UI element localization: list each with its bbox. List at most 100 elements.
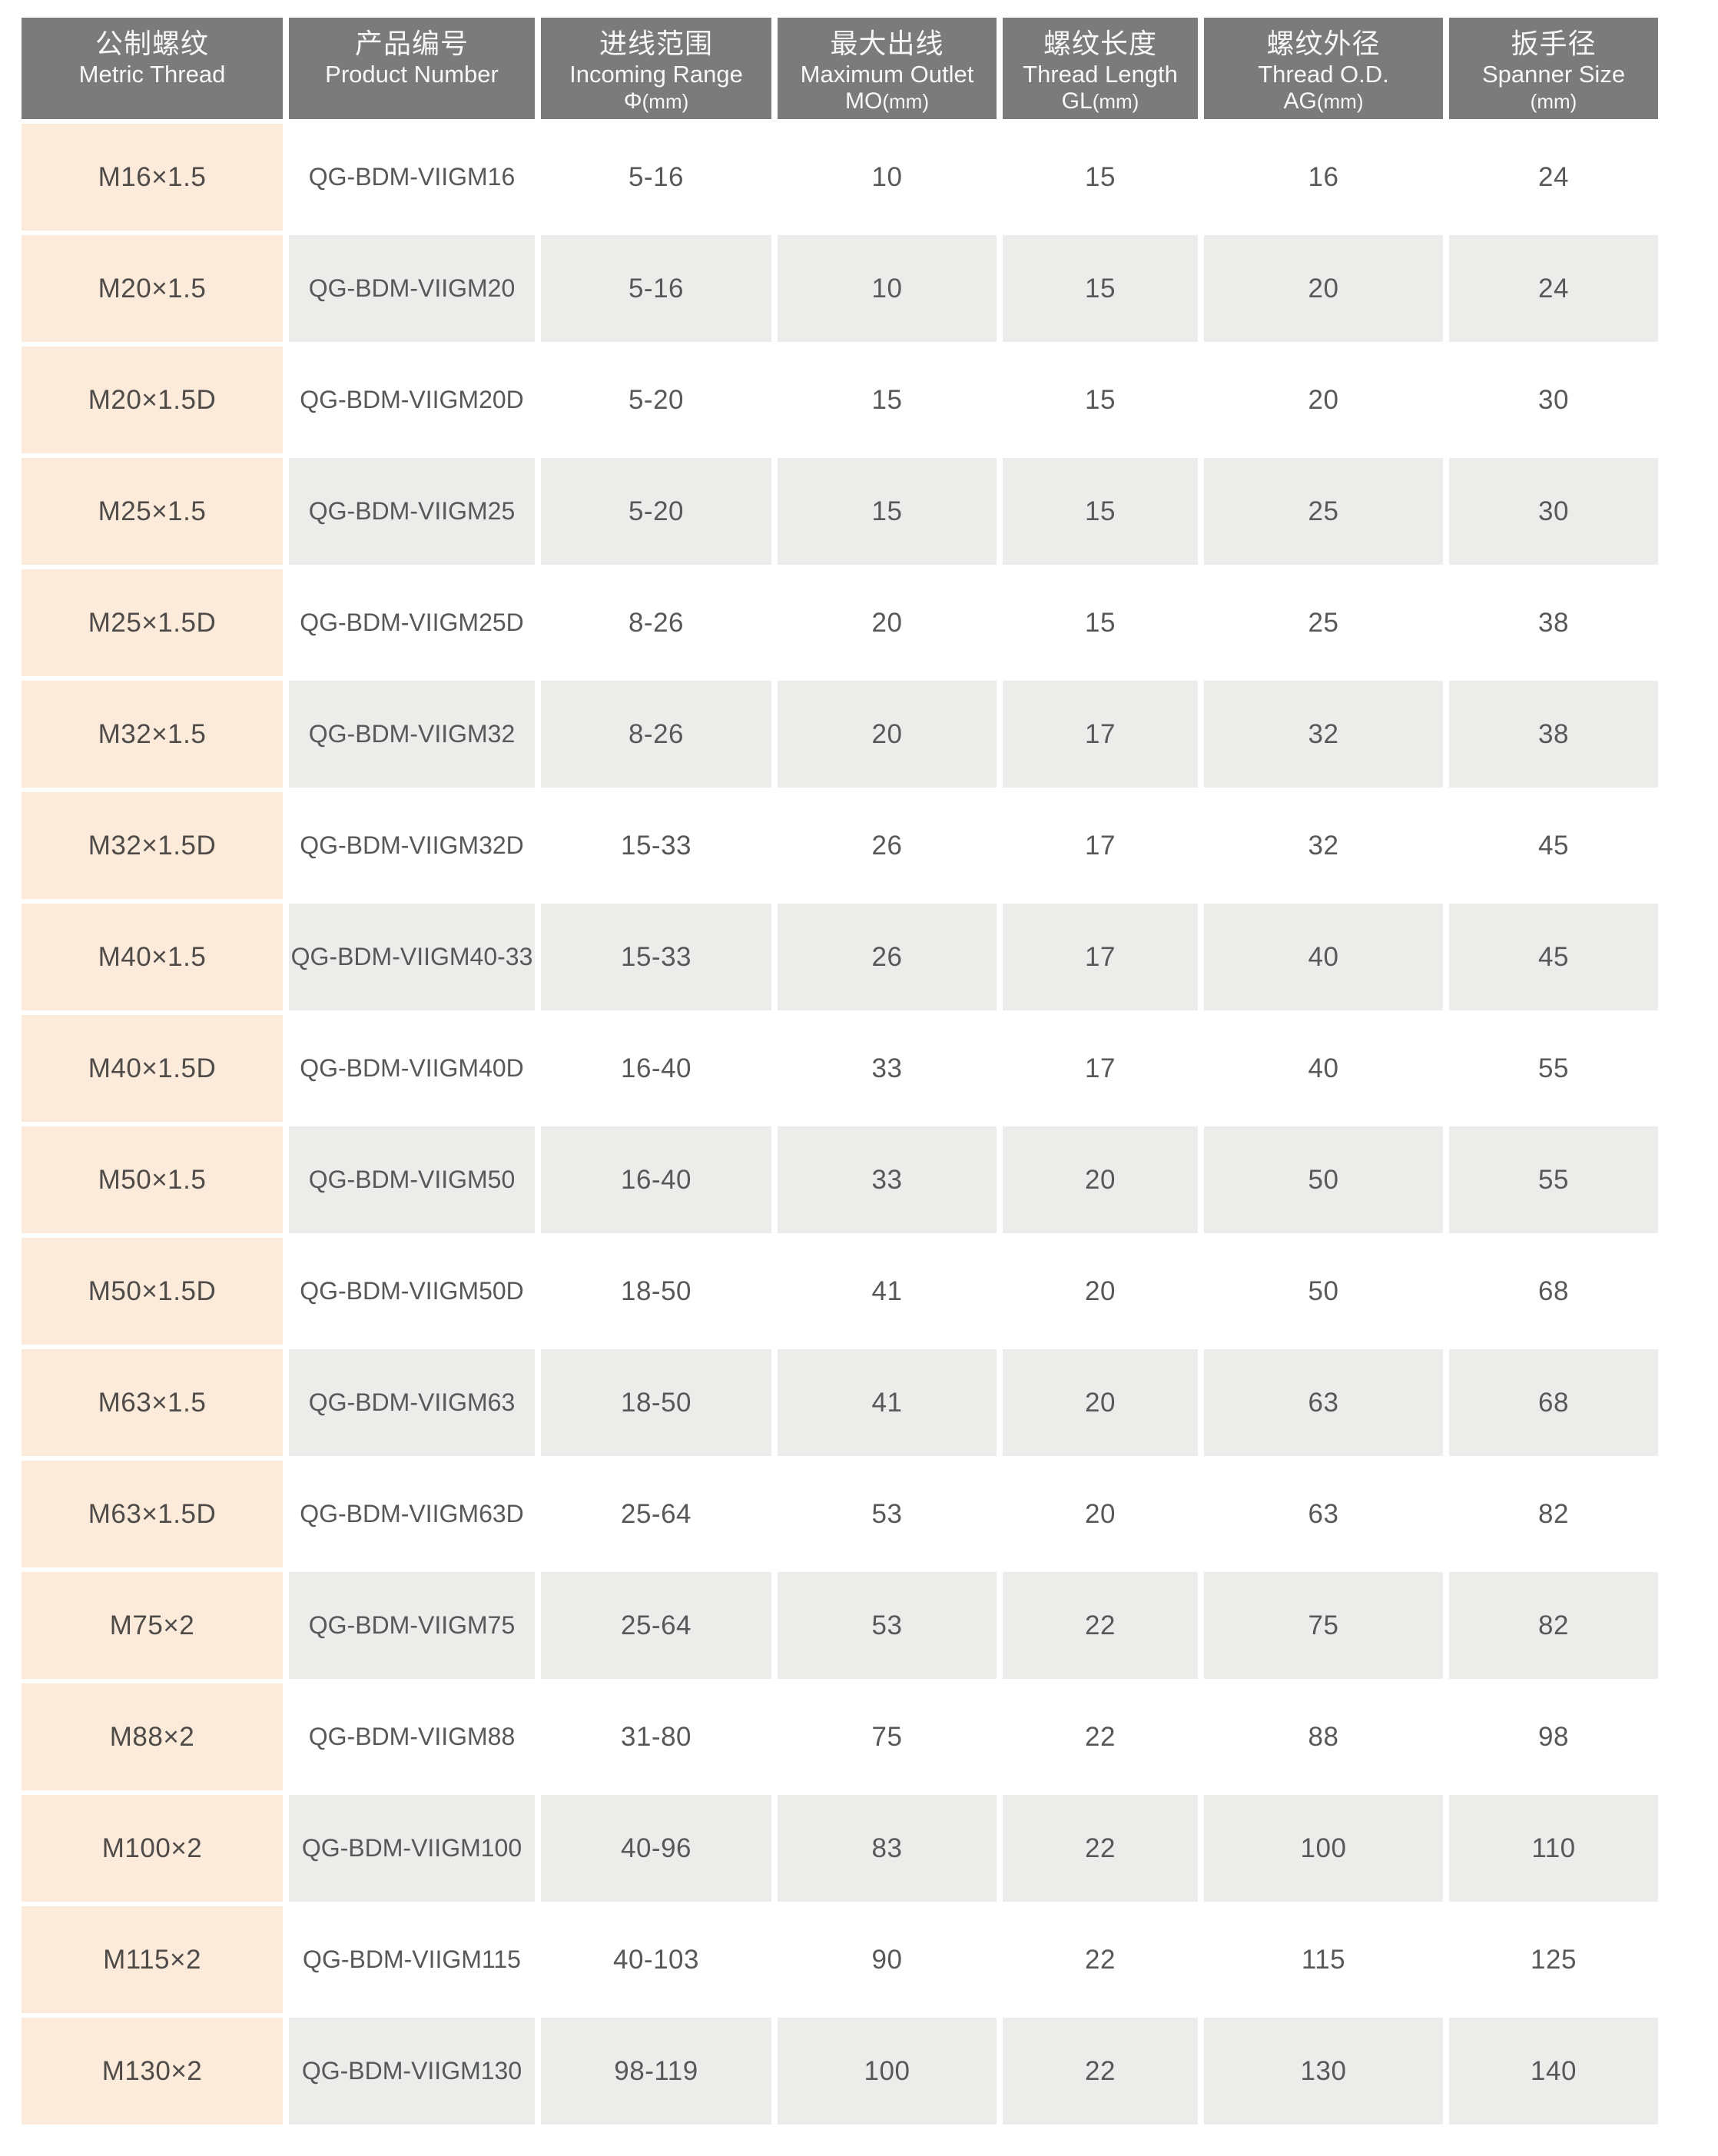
metric-thread-cell: M40×1.5 xyxy=(22,904,283,1010)
spanner-size-cell: 125 xyxy=(1449,1906,1658,2013)
header-maximum-outlet: 最大出线 Maximum Outlet MO(mm) xyxy=(778,18,997,119)
metric-thread-cell: M20×1.5 xyxy=(22,235,283,342)
max-outlet-cell: 83 xyxy=(778,1795,997,1902)
metric-thread-cell: M32×1.5 xyxy=(22,681,283,788)
header-zh-label: 扳手径 xyxy=(1511,28,1597,59)
spanner-size-cell: 82 xyxy=(1449,1461,1658,1567)
header-unit-mm: (mm) xyxy=(1530,90,1577,113)
thread-length-cell: 15 xyxy=(1003,347,1198,453)
incoming-range-cell: 18-50 xyxy=(541,1238,771,1345)
product-number-cell: QG-BDM-VIIGM50D xyxy=(289,1238,535,1345)
product-number-cell: QG-BDM-VIIGM63 xyxy=(289,1349,535,1456)
thread-od-cell: 50 xyxy=(1204,1238,1443,1345)
thread-od-cell: 16 xyxy=(1204,124,1443,231)
incoming-range-cell: 16-40 xyxy=(541,1126,771,1233)
metric-thread-cell: M115×2 xyxy=(22,1906,283,2013)
thread-length-cell: 15 xyxy=(1003,235,1198,342)
table-row: M88×2 QG-BDM-VIIGM88 31-80 75 22 88 98 xyxy=(22,1683,1658,1790)
table-row: M115×2 QG-BDM-VIIGM115 40-103 90 22 115 125 xyxy=(22,1906,1658,2013)
header-product-number: 产品编号 Product Number xyxy=(289,18,535,119)
max-outlet-cell: 53 xyxy=(778,1461,997,1567)
product-number-cell: QG-BDM-VIIGM50 xyxy=(289,1126,535,1233)
metric-thread-cell: M16×1.5 xyxy=(22,124,283,231)
incoming-range-cell: 5-16 xyxy=(541,235,771,342)
table-row: M63×1.5D QG-BDM-VIIGM63D 25-64 53 20 63 82 xyxy=(22,1461,1658,1567)
header-en-label: Incoming Range xyxy=(569,61,743,88)
table-row: M130×2 QG-BDM-VIIGM130 98-119 100 22 130 140 xyxy=(22,2018,1658,2124)
thread-length-cell: 22 xyxy=(1003,1683,1198,1790)
metric-thread-cell: M50×1.5 xyxy=(22,1126,283,1233)
max-outlet-cell: 26 xyxy=(778,792,997,899)
incoming-range-cell: 18-50 xyxy=(541,1349,771,1456)
metric-thread-cell: M25×1.5 xyxy=(22,458,283,565)
thread-length-cell: 20 xyxy=(1003,1461,1198,1567)
spanner-size-cell: 45 xyxy=(1449,792,1658,899)
thread-od-cell: 20 xyxy=(1204,235,1443,342)
thread-length-cell: 20 xyxy=(1003,1238,1198,1345)
max-outlet-cell: 53 xyxy=(778,1572,997,1679)
spanner-size-cell: 38 xyxy=(1449,681,1658,788)
product-number-cell: QG-BDM-VIIGM100 xyxy=(289,1795,535,1902)
thread-od-cell: 40 xyxy=(1204,904,1443,1010)
table-row: M20×1.5D QG-BDM-VIIGM20D 5-20 15 15 20 30 xyxy=(22,347,1658,453)
header-spanner-size: 扳手径 Spanner Size (mm) xyxy=(1449,18,1658,119)
header-en-label: Maximum Outlet xyxy=(800,61,974,88)
header-en-label: Spanner Size xyxy=(1481,61,1626,88)
max-outlet-cell: 20 xyxy=(778,569,997,676)
incoming-range-cell: 31-80 xyxy=(541,1683,771,1790)
spanner-size-cell: 55 xyxy=(1449,1015,1658,1122)
thread-length-cell: 22 xyxy=(1003,2018,1198,2124)
spanner-size-cell: 24 xyxy=(1449,124,1658,231)
table-row: M40×1.5 QG-BDM-VIIGM40-33 15-33 26 17 40 45 xyxy=(22,904,1658,1010)
max-outlet-cell: 33 xyxy=(778,1015,997,1122)
thread-length-cell: 17 xyxy=(1003,681,1198,788)
header-unit-symbol: MO xyxy=(845,88,883,114)
thread-length-cell: 17 xyxy=(1003,1015,1198,1122)
table-row: M75×2 QG-BDM-VIIGM75 25-64 53 22 75 82 xyxy=(22,1572,1658,1679)
metric-thread-cell: M88×2 xyxy=(22,1683,283,1790)
header-thread-od: 螺纹外径 Thread O.D. AG(mm) xyxy=(1204,18,1443,119)
incoming-range-cell: 25-64 xyxy=(541,1572,771,1679)
table-row: M25×1.5 QG-BDM-VIIGM25 5-20 15 15 25 30 xyxy=(22,458,1658,565)
header-unit-label: AG(mm) xyxy=(1284,88,1364,114)
product-number-cell: QG-BDM-VIIGM20D xyxy=(289,347,535,453)
header-unit-symbol: AG xyxy=(1283,88,1317,114)
thread-od-cell: 63 xyxy=(1204,1461,1443,1567)
header-en-label: Thread Length xyxy=(1023,61,1178,88)
table-row: M50×1.5 QG-BDM-VIIGM50 16-40 33 20 50 55 xyxy=(22,1126,1658,1233)
spanner-size-cell: 55 xyxy=(1449,1126,1658,1233)
thread-od-cell: 40 xyxy=(1204,1015,1443,1122)
product-spec-table: 公制螺纹 Metric Thread 产品编号 Product Number 进… xyxy=(22,18,1658,2124)
product-number-cell: QG-BDM-VIIGM115 xyxy=(289,1906,535,2013)
product-number-cell: QG-BDM-VIIGM25D xyxy=(289,569,535,676)
metric-thread-cell: M63×1.5D xyxy=(22,1461,283,1567)
incoming-range-cell: 15-33 xyxy=(541,904,771,1010)
spanner-size-cell: 38 xyxy=(1449,569,1658,676)
table-row: M40×1.5D QG-BDM-VIIGM40D 16-40 33 17 40 55 xyxy=(22,1015,1658,1122)
incoming-range-cell: 25-64 xyxy=(541,1461,771,1567)
header-zh-label: 螺纹外径 xyxy=(1266,28,1381,59)
table-row: M32×1.5 QG-BDM-VIIGM32 8-26 20 17 32 38 xyxy=(22,681,1658,788)
spanner-size-cell: 140 xyxy=(1449,2018,1658,2124)
metric-thread-cell: M75×2 xyxy=(22,1572,283,1679)
incoming-range-cell: 8-26 xyxy=(541,569,771,676)
table-row: M25×1.5D QG-BDM-VIIGM25D 8-26 20 15 25 38 xyxy=(22,569,1658,676)
product-number-cell: QG-BDM-VIIGM32 xyxy=(289,681,535,788)
product-number-cell: QG-BDM-VIIGM88 xyxy=(289,1683,535,1790)
product-number-cell: QG-BDM-VIIGM75 xyxy=(289,1572,535,1679)
header-zh-label: 进线范围 xyxy=(599,28,713,59)
metric-thread-cell: M63×1.5 xyxy=(22,1349,283,1456)
product-number-cell: QG-BDM-VIIGM130 xyxy=(289,2018,535,2124)
thread-length-cell: 15 xyxy=(1003,124,1198,231)
max-outlet-cell: 33 xyxy=(778,1126,997,1233)
header-unit-symbol: GL xyxy=(1061,88,1093,114)
product-number-cell: QG-BDM-VIIGM20 xyxy=(289,235,535,342)
incoming-range-cell: 8-26 xyxy=(541,681,771,788)
max-outlet-cell: 90 xyxy=(778,1906,997,2013)
header-unit-label: GL(mm) xyxy=(1062,88,1139,114)
table-header-row: 公制螺纹 Metric Thread 产品编号 Product Number 进… xyxy=(22,18,1658,119)
table-row: M50×1.5D QG-BDM-VIIGM50D 18-50 41 20 50 68 xyxy=(22,1238,1658,1345)
spanner-size-cell: 30 xyxy=(1449,458,1658,565)
max-outlet-cell: 75 xyxy=(778,1683,997,1790)
max-outlet-cell: 10 xyxy=(778,235,997,342)
